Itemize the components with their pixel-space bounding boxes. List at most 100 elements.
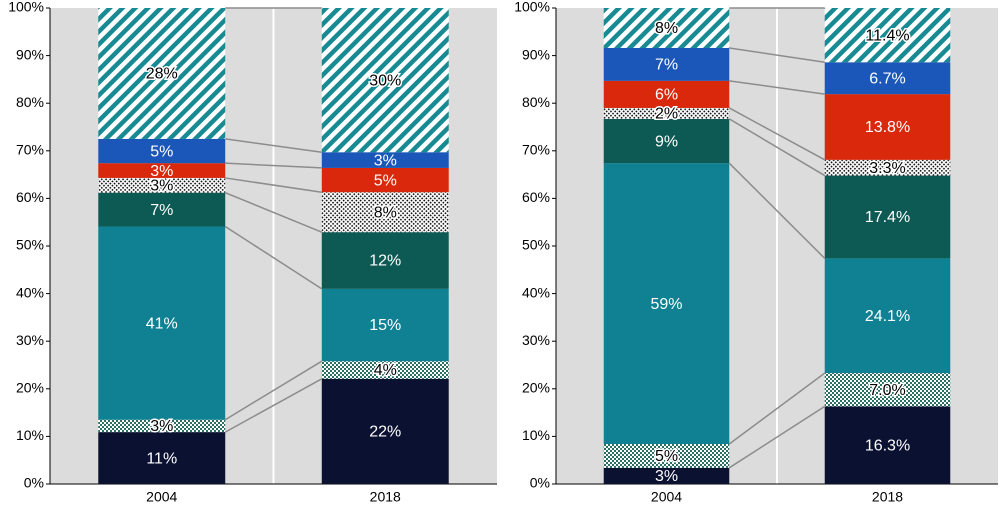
data-label: 4% [374,362,397,379]
y-tick-label: 100% [8,0,44,15]
y-tick-label: 60% [522,189,550,205]
bar-segment [603,467,730,484]
data-label: 3.3% [869,160,905,177]
y-tick-label: 0% [530,475,550,491]
y-tick-label: 80% [522,94,550,110]
x-tick-label: 2018 [872,489,903,505]
data-label: 30% [369,72,401,89]
connector [224,225,323,290]
connector [728,107,826,161]
y-tick-label: 90% [16,46,44,62]
bar-segment [603,80,730,108]
x-tick-label: 2004 [651,489,682,505]
data-label: 8% [374,204,397,221]
connector [225,177,322,193]
bar-segment [98,192,226,227]
bar-segment [603,444,730,468]
data-label: 6.7% [869,70,905,87]
y-tick-label: 70% [522,142,550,158]
data-label: 11% [146,450,177,467]
bar-segment [98,177,226,193]
y-tick-label: 40% [16,284,44,300]
connector [224,360,323,421]
bar-segment [321,152,449,168]
data-label: 8% [655,20,678,37]
bar-segment [321,361,449,379]
data-label: 5% [655,448,678,465]
bar-segment [603,107,730,119]
y-tick-label: 0% [24,475,44,491]
y-tick-label: 40% [522,284,550,300]
data-label: 12% [369,253,401,270]
bar-segment [603,8,730,48]
data-label: 59% [650,296,682,313]
bar-segment [824,373,951,407]
data-label: 22% [369,424,401,441]
data-label: 28% [146,66,178,83]
connector [728,118,826,177]
bar-segment [98,163,226,178]
y-tick-label: 20% [522,380,550,396]
y-tick-label: 30% [16,332,44,348]
data-label: 5% [374,172,397,189]
connector [225,162,322,169]
connector [728,372,826,445]
connector [729,80,825,95]
data-label: 3% [150,163,173,180]
bar-segment [824,8,951,63]
y-tick-label: 100% [514,0,550,15]
connector [225,138,322,153]
data-label: 9% [655,133,678,150]
y-tick-label: 10% [16,427,44,443]
data-label: 15% [369,317,401,334]
bar-segment [321,192,449,233]
y-tick-label: 50% [16,237,44,253]
y-tick-label: 10% [522,427,550,443]
data-label: 6% [655,87,678,104]
y-tick-label: 60% [16,189,44,205]
bar-segment [98,419,226,433]
data-label: 3% [374,152,397,169]
data-label: 13.8% [865,119,910,136]
data-label: 5% [150,143,173,160]
y-tick-label: 90% [522,46,550,62]
bar-segment [98,226,226,420]
bar-segment [603,47,730,81]
data-label: 41% [146,315,178,332]
bar-segment [824,406,951,484]
bar-segment [98,138,226,164]
bar-segment [321,167,449,193]
bar-segment [98,432,226,484]
bar-segment [603,163,730,445]
data-label: 7.0% [869,382,905,399]
data-label: 24.1% [865,308,910,325]
bar-segment [824,258,951,374]
connector [729,47,825,64]
data-label: 3% [655,468,678,485]
bar-segment [98,8,226,139]
bar-segment [321,378,449,484]
data-label: 17.4% [865,209,910,226]
data-label: 16.3% [865,437,910,454]
bar-segment [824,175,951,259]
bar-segment [824,62,951,95]
y-tick-label: 20% [16,380,44,396]
connector [224,191,323,233]
connector [728,405,826,469]
data-label: 3% [150,418,173,435]
connector [728,162,826,259]
data-label: 2% [655,106,678,123]
bar-segment [321,232,449,289]
data-label: 7% [150,202,173,219]
data-label: 11.4% [865,27,909,44]
data-label: 7% [655,57,678,74]
bar-segment [824,94,951,160]
x-tick-label: 2018 [370,489,401,505]
y-tick-label: 30% [522,332,550,348]
y-tick-label: 50% [522,237,550,253]
y-tick-label: 70% [16,142,44,158]
bar-segment [321,8,449,153]
bar-segment [824,159,951,176]
data-label: 3% [150,178,173,195]
